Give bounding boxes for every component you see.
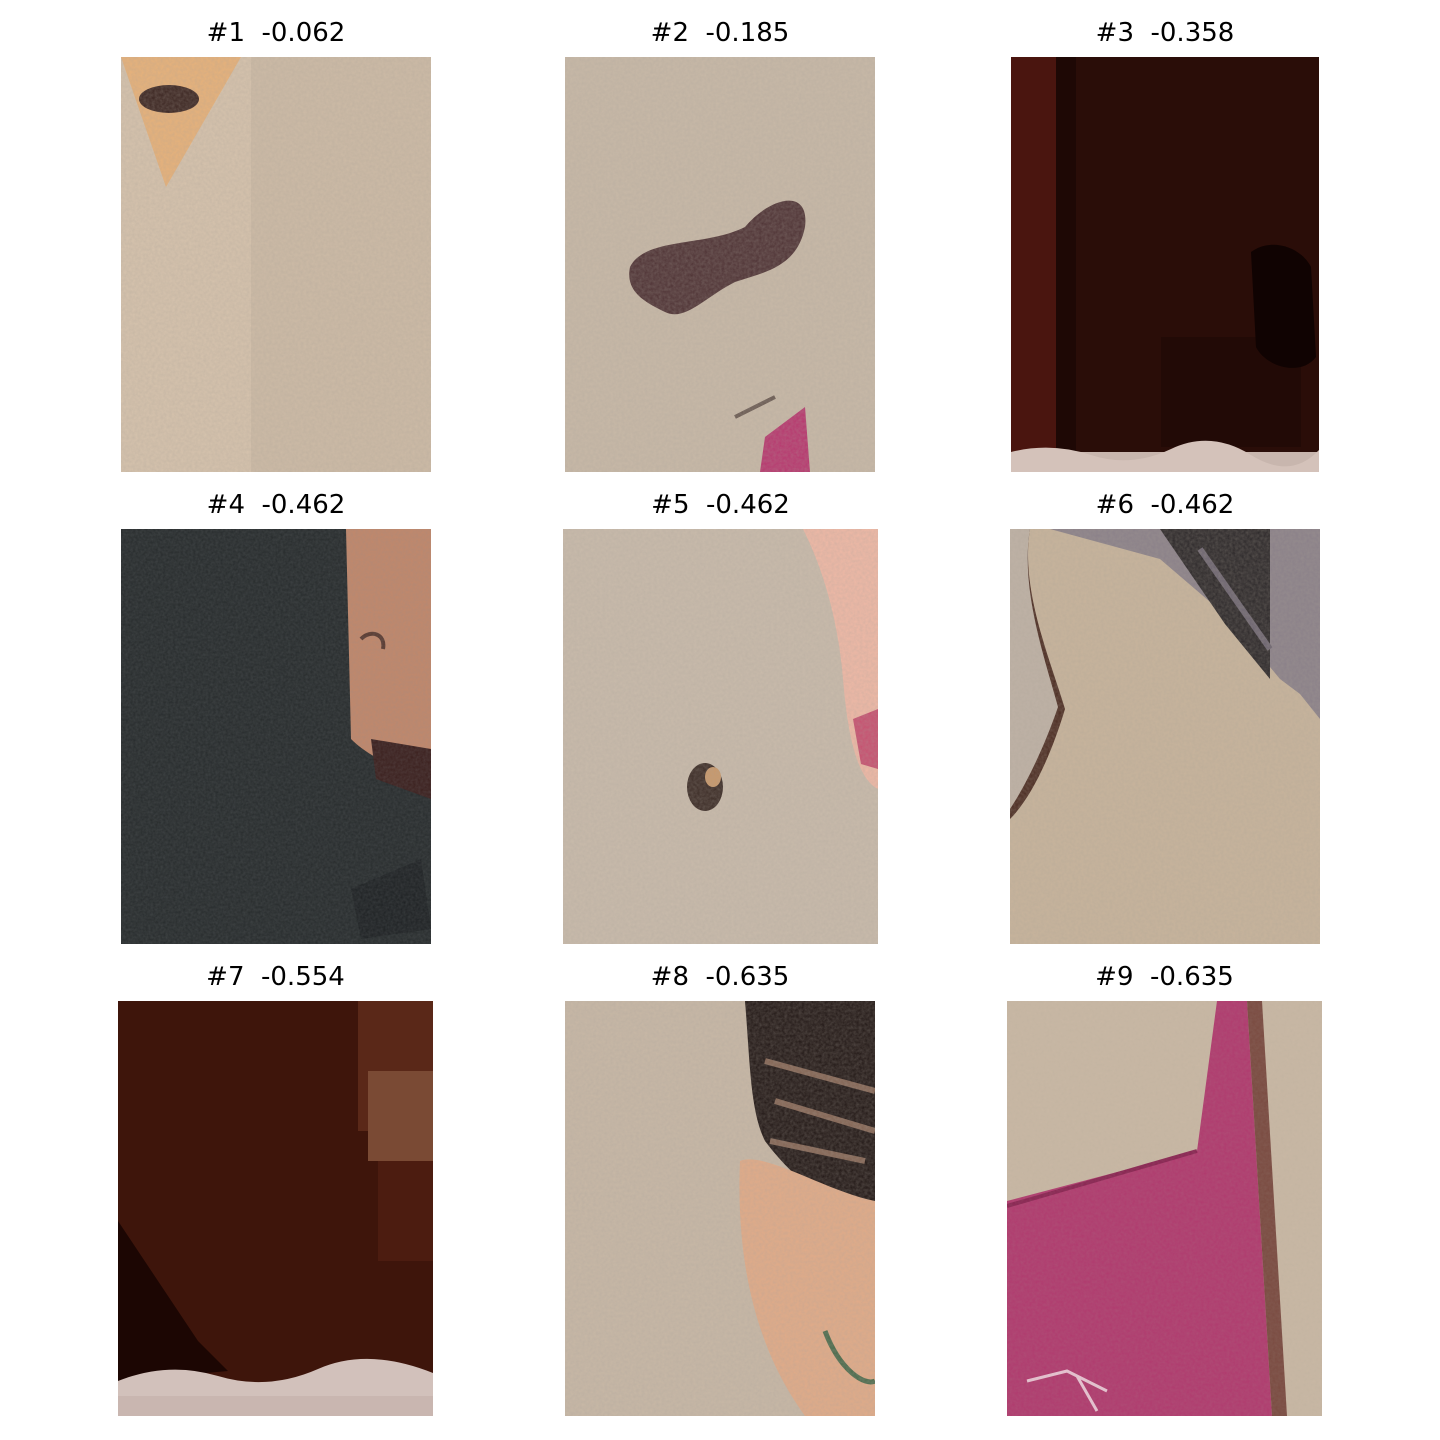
- patch-cell-3: #3 -0.358: [1011, 0, 1319, 472]
- patch-cell-6: #6 -0.462: [1010, 472, 1320, 944]
- patch-title: #5 -0.462: [651, 490, 790, 520]
- patch-image: [565, 57, 875, 472]
- patch-image: [118, 1001, 433, 1416]
- patch-cell-5: #5 -0.462: [563, 472, 878, 944]
- patch-image: [121, 57, 431, 472]
- patch-title: #4 -0.462: [206, 490, 346, 520]
- patch-cell-8: #8 -0.635: [565, 944, 875, 1416]
- patch-title: #6 -0.462: [1095, 490, 1235, 520]
- patch-title: #8 -0.635: [650, 962, 790, 992]
- patch-cell-1: #1 -0.062: [121, 0, 431, 472]
- patch-title: #1 -0.062: [206, 18, 346, 48]
- patch-image: [565, 1001, 875, 1416]
- patch-image: [1010, 529, 1320, 944]
- patch-cell-7: #7 -0.554: [118, 944, 433, 1416]
- patch-image: [563, 529, 878, 944]
- patch-image: [121, 529, 431, 944]
- patch-image: [1011, 57, 1319, 472]
- patch-title: #9 -0.635: [1095, 962, 1234, 992]
- patch-title: #7 -0.554: [206, 962, 345, 992]
- patch-cell-4: #4 -0.462: [121, 472, 431, 944]
- patch-image: [1007, 1001, 1322, 1416]
- patch-title: #3 -0.358: [1095, 18, 1235, 48]
- patch-cell-2: #2 -0.185: [565, 0, 875, 472]
- patch-title: #2 -0.185: [650, 18, 790, 48]
- patch-cell-9: #9 -0.635: [1007, 944, 1322, 1416]
